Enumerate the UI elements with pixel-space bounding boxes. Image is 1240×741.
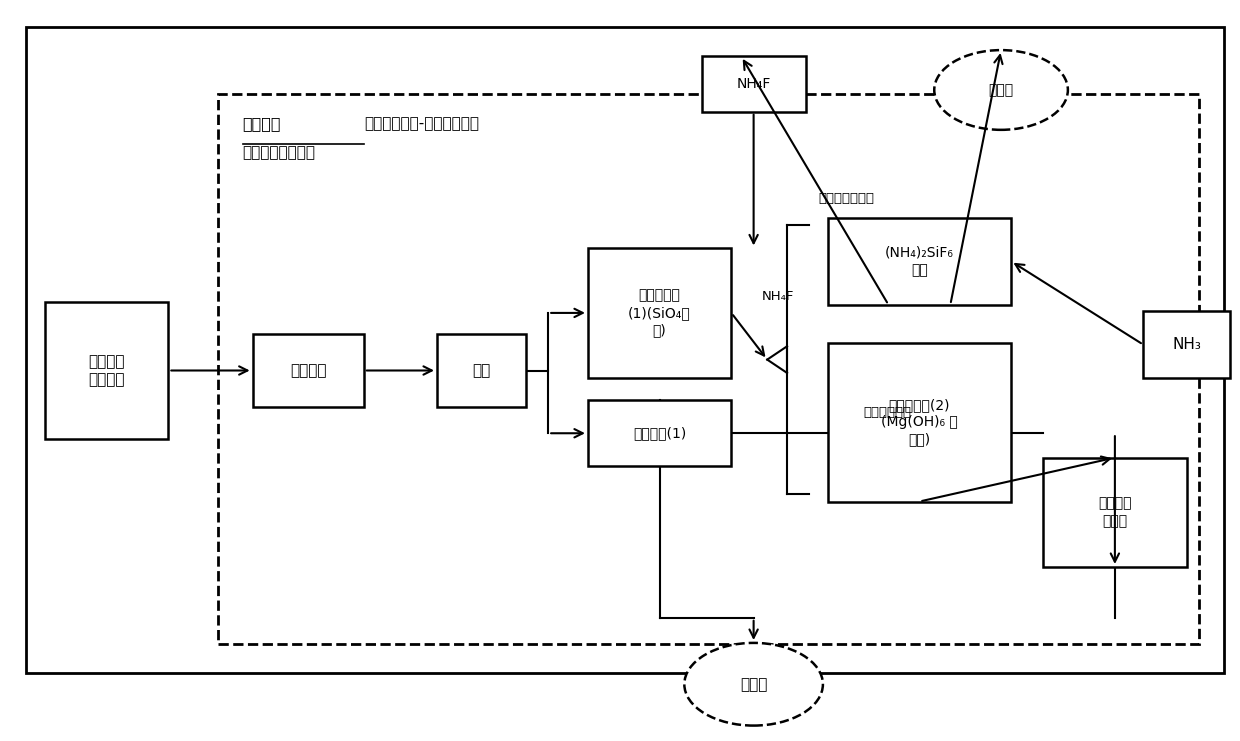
- Text: NH₄F: NH₄F: [763, 290, 795, 303]
- Bar: [218, 93, 1199, 644]
- Circle shape: [934, 50, 1068, 130]
- Circle shape: [684, 643, 823, 725]
- Text: 或者添加硫酸: 或者添加硫酸: [863, 406, 911, 419]
- Text: 浸取液体(1): 浸取液体(1): [632, 426, 686, 440]
- Text: 的反复处理蛇纹石: 的反复处理蛇纹石: [243, 145, 316, 160]
- Text: (NH₄)₂SiF₆
溶液: (NH₄)₂SiF₆ 溶液: [885, 245, 954, 277]
- Text: 虚线框内: 虚线框内: [243, 116, 281, 131]
- Text: 白炭黑: 白炭黑: [988, 83, 1013, 97]
- Bar: [1043, 458, 1187, 567]
- Text: 粉碎处理
的蛇纹石: 粉碎处理 的蛇纹石: [88, 353, 125, 388]
- Text: 固体残留物
(1)(SiO₄覆
盖): 固体残留物 (1)(SiO₄覆 盖): [629, 288, 691, 337]
- Text: 硫酸镁: 硫酸镁: [740, 677, 768, 692]
- Bar: [253, 333, 363, 408]
- Bar: [702, 56, 806, 112]
- Text: 固体残留物(2)
(Mg(OH)₆ 的
表面): 固体残留物(2) (Mg(OH)₆ 的 表面): [882, 398, 957, 447]
- Bar: [1143, 311, 1230, 378]
- Bar: [45, 302, 169, 439]
- Text: NH₄F: NH₄F: [737, 77, 771, 91]
- Text: ：（硫酸浸取-氟化铵溶解）: ：（硫酸浸取-氟化铵溶解）: [363, 116, 479, 131]
- Text: 硫酸浸取: 硫酸浸取: [290, 363, 326, 378]
- Bar: [26, 27, 1224, 673]
- Text: 或者添加氟化铵: 或者添加氟化铵: [818, 192, 874, 205]
- Bar: [588, 400, 732, 467]
- Text: 第二次浸
取反应: 第二次浸 取反应: [1099, 496, 1132, 528]
- Bar: [828, 343, 1011, 502]
- Text: NH₃: NH₃: [1172, 337, 1202, 352]
- Bar: [828, 218, 1011, 305]
- Bar: [588, 248, 732, 377]
- Bar: [436, 333, 526, 408]
- Text: 过滤: 过滤: [472, 363, 491, 378]
